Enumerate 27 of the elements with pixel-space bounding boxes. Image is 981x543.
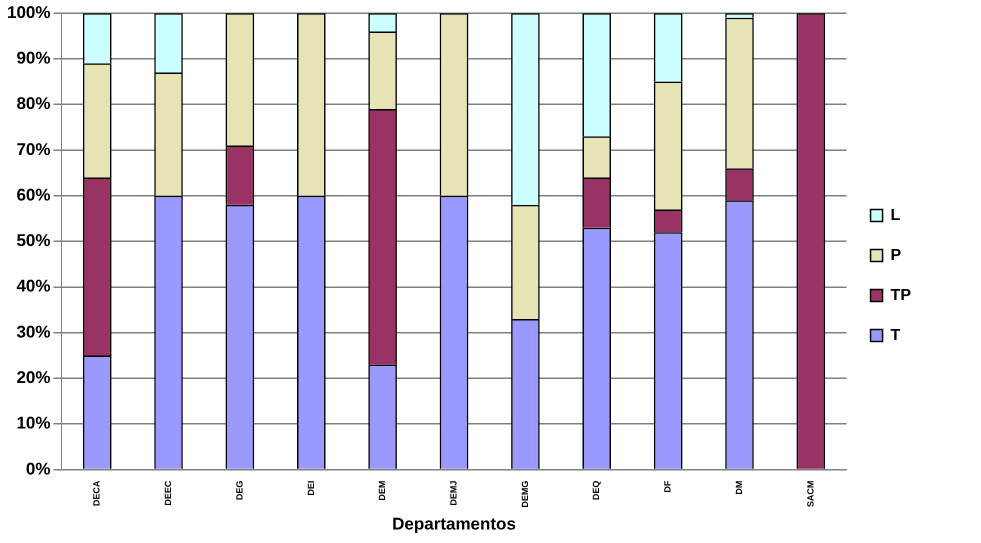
x-tick-label: DEEC xyxy=(163,480,174,506)
x-tick-label: DEMJ xyxy=(448,480,458,506)
x-tick-label: DEM xyxy=(377,480,388,501)
x-tick-label: DECA xyxy=(92,480,102,506)
y-tick-label: 90% xyxy=(16,48,50,68)
legend-label: L xyxy=(890,206,901,224)
y-tick-label: 50% xyxy=(16,231,50,250)
x-tick-label: DM xyxy=(734,480,744,495)
legend-label: P xyxy=(890,246,902,264)
y-tick-label: 40% xyxy=(16,276,50,296)
y-tick-label: 30% xyxy=(16,322,50,342)
legend-label: T xyxy=(890,326,901,344)
y-tick-label: 80% xyxy=(16,94,50,114)
y-tick-label: 70% xyxy=(16,140,50,159)
y-tick-label: 100% xyxy=(6,2,50,22)
x-tick-label: SACM xyxy=(805,480,816,508)
legend-label: TP xyxy=(890,286,912,304)
y-tick-label: 0% xyxy=(26,459,50,478)
x-tick-label: DEG xyxy=(234,480,244,500)
x-tick-label: DEMG xyxy=(520,480,530,508)
x-axis-title: Departamentos xyxy=(392,514,516,534)
x-tick-label: DF xyxy=(662,480,673,493)
y-tick-label: 20% xyxy=(16,368,50,388)
y-tick-label: 10% xyxy=(16,414,50,433)
y-tick-label: 60% xyxy=(16,185,50,204)
x-tick-label: DEQ xyxy=(591,480,602,500)
x-tick-label: DEI xyxy=(306,480,316,496)
